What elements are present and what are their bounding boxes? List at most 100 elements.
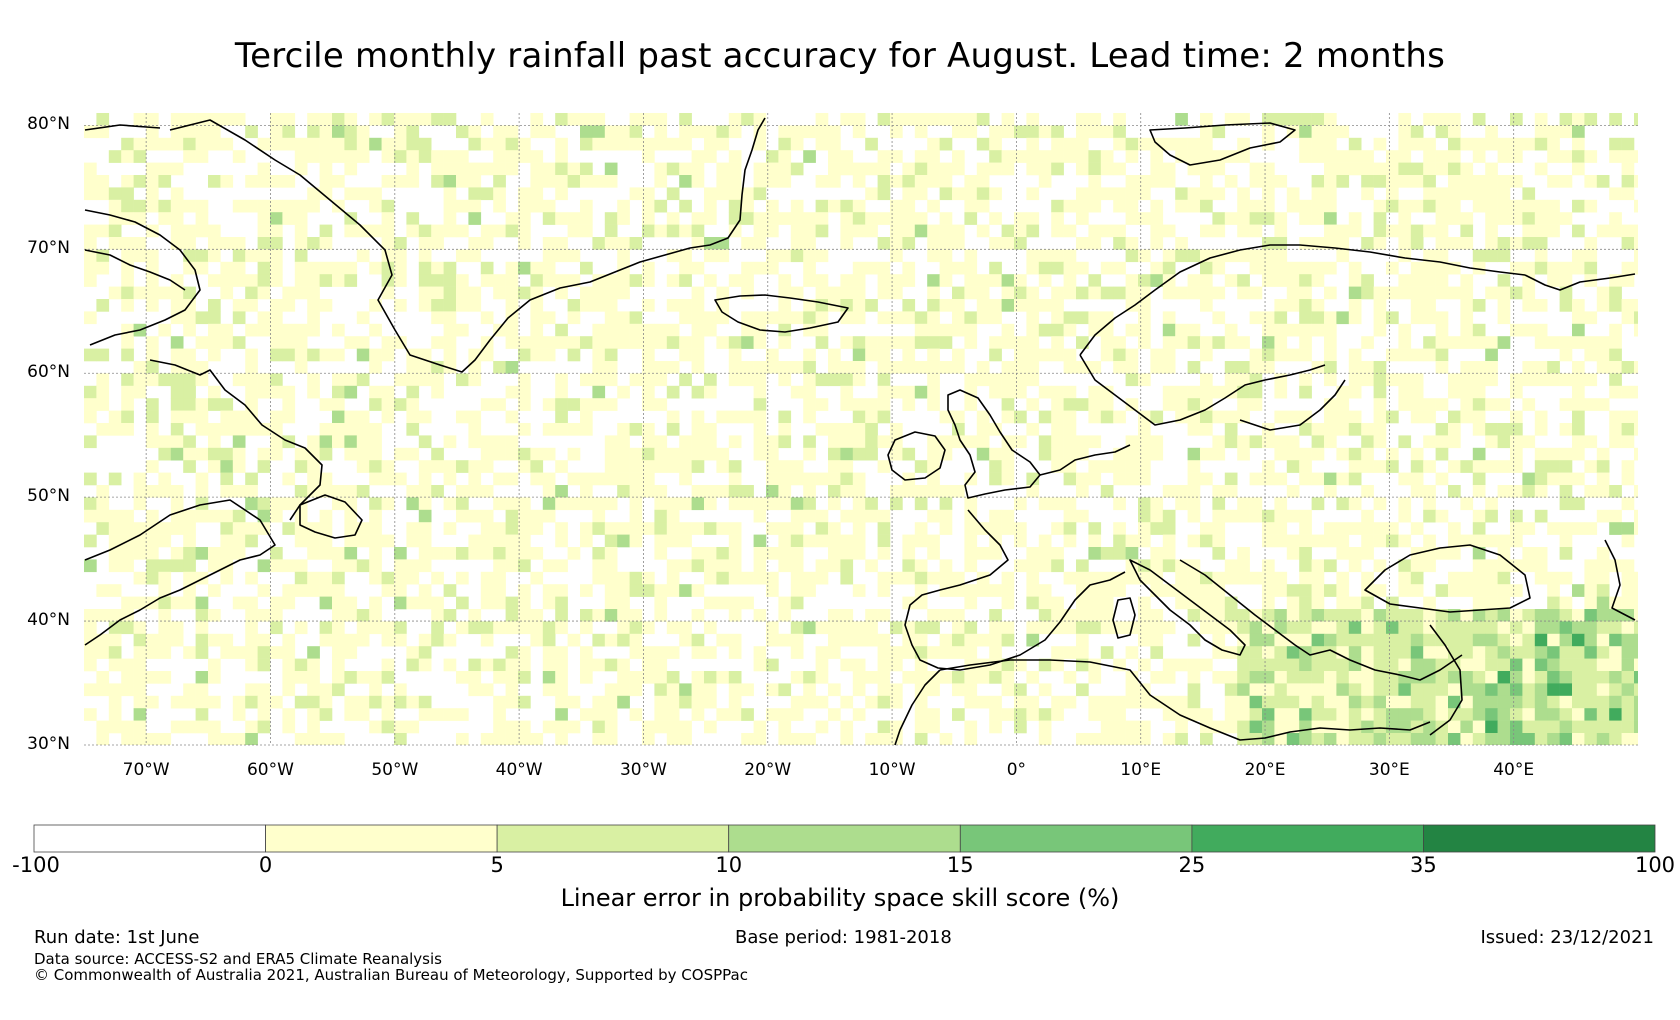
skill-cell bbox=[183, 323, 196, 337]
skill-cell bbox=[790, 733, 804, 745]
skill-cell bbox=[208, 125, 221, 139]
skill-cell bbox=[1088, 398, 1102, 411]
skill-cell bbox=[208, 460, 221, 473]
skill-cell bbox=[1534, 199, 1548, 213]
skill-cell bbox=[257, 609, 271, 622]
skill-cell bbox=[1150, 435, 1164, 449]
skill-cell bbox=[431, 385, 444, 399]
skill-cell bbox=[865, 410, 878, 424]
skill-cell bbox=[1510, 137, 1523, 151]
skill-cell bbox=[1485, 361, 1498, 374]
skill-cell bbox=[1572, 733, 1585, 745]
skill-cell bbox=[1534, 671, 1548, 684]
skill-cell bbox=[406, 695, 420, 709]
skill-cell bbox=[208, 175, 221, 188]
skill-cell bbox=[394, 249, 407, 263]
skill-cell bbox=[332, 547, 345, 560]
skill-cell bbox=[480, 733, 494, 745]
skill-cell bbox=[518, 237, 531, 250]
skill-cell bbox=[1572, 447, 1585, 461]
skill-cell bbox=[1026, 261, 1040, 275]
skill-cell bbox=[1100, 547, 1114, 560]
skill-cell bbox=[1138, 596, 1151, 610]
skill-cell bbox=[270, 299, 283, 312]
skill-cell bbox=[1547, 571, 1560, 585]
skill-cell bbox=[1485, 633, 1498, 647]
skill-cell bbox=[927, 299, 940, 312]
skill-cell bbox=[1076, 150, 1089, 163]
skill-cell bbox=[1026, 125, 1040, 139]
skill-cell bbox=[1262, 683, 1275, 697]
skill-cell bbox=[1138, 187, 1151, 201]
skill-cell bbox=[1286, 509, 1300, 523]
skill-cell bbox=[406, 559, 420, 573]
skill-cell bbox=[84, 187, 97, 201]
skill-cell bbox=[518, 261, 531, 275]
skill-cell bbox=[1423, 646, 1436, 659]
skill-cell bbox=[1224, 336, 1238, 349]
skill-cell bbox=[1051, 323, 1064, 337]
skill-cell bbox=[1026, 323, 1040, 337]
skill-cell bbox=[1249, 708, 1263, 721]
skill-cell bbox=[1051, 299, 1064, 312]
skill-cell bbox=[555, 336, 568, 349]
skill-cell bbox=[1076, 472, 1089, 486]
skill-cell bbox=[183, 547, 196, 560]
skill-cell bbox=[1559, 423, 1573, 436]
skill-cell bbox=[1497, 584, 1511, 597]
skill-cell bbox=[1113, 460, 1126, 473]
skill-cell bbox=[1410, 609, 1424, 622]
skill-cell bbox=[133, 137, 147, 151]
skill-cell bbox=[480, 348, 494, 362]
skill-cell bbox=[1435, 671, 1449, 684]
skill-cell bbox=[790, 311, 804, 325]
skill-cell bbox=[1076, 261, 1089, 275]
skill-cell bbox=[1001, 274, 1015, 287]
skill-cell bbox=[1336, 708, 1350, 721]
skill-cell bbox=[914, 485, 928, 498]
skill-cell bbox=[1596, 671, 1610, 684]
skill-cell bbox=[989, 261, 1002, 275]
skill-cell bbox=[877, 410, 891, 424]
skill-cell bbox=[170, 311, 184, 325]
skill-cell bbox=[480, 658, 494, 672]
skill-cell bbox=[307, 348, 320, 362]
skill-cell bbox=[456, 460, 469, 473]
skill-cell bbox=[1547, 683, 1560, 697]
skill-cell bbox=[1572, 398, 1585, 411]
skill-cell bbox=[1386, 708, 1399, 721]
skill-cell bbox=[542, 212, 556, 225]
skill-cell bbox=[369, 609, 382, 622]
skill-cell bbox=[728, 683, 742, 697]
skill-cell bbox=[84, 274, 97, 287]
skill-cell bbox=[679, 348, 692, 362]
skill-cell bbox=[84, 509, 97, 523]
skill-cell bbox=[679, 274, 692, 287]
skill-cell bbox=[1299, 534, 1312, 548]
skill-cell bbox=[518, 534, 531, 548]
skill-cell bbox=[530, 447, 544, 461]
skill-cell bbox=[1100, 187, 1114, 201]
skill-cell bbox=[976, 571, 990, 585]
skill-cell bbox=[518, 695, 531, 709]
coast-greenland-north bbox=[84, 124, 161, 131]
skill-cell bbox=[307, 311, 320, 325]
skill-cell bbox=[728, 460, 742, 473]
skill-cell bbox=[443, 274, 457, 287]
skill-cell bbox=[1038, 534, 1052, 548]
skill-cell bbox=[1534, 249, 1548, 263]
skill-cell bbox=[1386, 447, 1399, 461]
skill-cell bbox=[1361, 237, 1374, 250]
skill-cell bbox=[1472, 658, 1486, 672]
skill-cell bbox=[1534, 509, 1548, 523]
coast-maghreb bbox=[939, 659, 1431, 741]
skill-cell bbox=[1621, 584, 1635, 597]
skill-cell bbox=[1373, 212, 1387, 225]
skill-cell bbox=[1063, 286, 1077, 300]
skill-cell bbox=[456, 547, 469, 560]
skill-cell bbox=[493, 361, 506, 374]
skill-cell bbox=[480, 113, 494, 126]
skill-cell bbox=[1262, 534, 1275, 548]
skill-cell bbox=[1125, 137, 1139, 151]
skill-cell bbox=[356, 311, 370, 325]
